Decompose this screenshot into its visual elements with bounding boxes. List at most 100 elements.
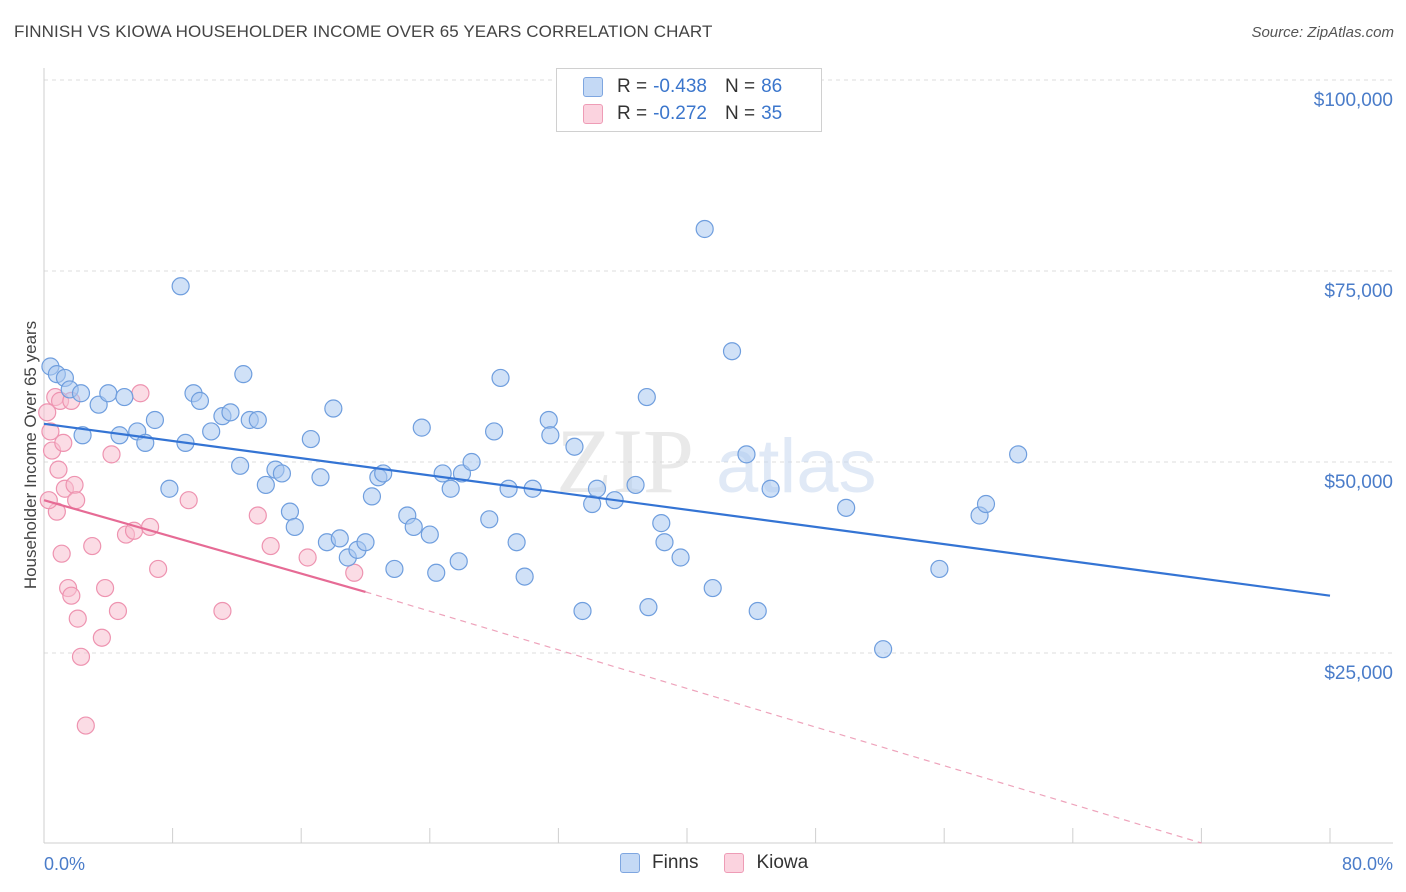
finns-point-68 [639,598,658,617]
finns-point-47 [433,464,452,483]
x-axis-ticks [172,828,1331,843]
finns-point-67 [637,387,656,407]
x-tick-label-min: 0.0% [44,854,85,874]
legend-n-label: N = [724,76,756,97]
finns-point-38 [362,487,382,506]
finns-point-51 [462,452,481,472]
finns-point-37 [356,533,375,552]
finns-point-8 [115,387,134,407]
y-tick-label-0: $25,000 [1324,663,1393,684]
finns-point-70 [655,533,674,552]
finns-point-59 [539,410,558,430]
kiowa-point-13 [65,475,84,495]
finns-point-30 [301,429,320,449]
kiowa-point-14 [67,491,86,510]
kiowa-point-0 [38,403,57,422]
finns-point-7 [99,384,118,403]
finns-point-82 [976,494,996,514]
y-tick-label-3: $100,000 [1314,90,1393,111]
series-legend: Finns Kiowa [620,852,834,874]
kiowa-point-22 [108,601,128,621]
source-credit: Source: ZipAtlas.com [1251,24,1394,41]
legend-row-kiowa: R = -0.272 N = 35 [583,102,782,126]
kiowa-point-8 [54,433,73,452]
finns-point-29 [285,517,304,537]
legend-row-finns: R = -0.438 N = 86 [583,75,782,99]
finns-trend-line [43,422,1331,597]
finns-point-21 [231,456,250,475]
finns-point-14 [171,277,190,296]
kiowa-trend-line [43,499,366,593]
finns-point-61 [565,437,584,456]
series-swatch-finns [620,853,640,873]
finns-point-4 [71,384,91,403]
legend-swatch-finns [583,77,603,97]
finns-points [41,219,1028,659]
kiowa-point-25 [131,384,150,403]
finns-point-17 [190,391,210,410]
legend-n-value-kiowa: 35 [761,103,783,124]
finns-point-34 [330,529,349,548]
finns-point-24 [248,410,267,430]
finns-point-57 [515,567,534,586]
finns-point-78 [837,498,856,517]
finns-point-83 [1009,445,1028,464]
y-tick-label-1: $50,000 [1324,472,1393,493]
series-legend-finns[interactable]: Finns [620,852,698,874]
finns-point-5 [73,426,92,445]
finns-point-60 [541,426,560,445]
kiowa-point-12 [62,586,81,605]
finns-point-56 [507,533,526,552]
kiowa-trend-extension [365,591,1202,844]
kiowa-point-32 [298,548,317,567]
finns-point-69 [652,514,671,533]
legend-r-value-finns: -0.438 [653,76,707,97]
legend-r-value-kiowa: -0.272 [653,103,707,124]
finns-point-25 [256,475,275,495]
legend-n-value-finns: 86 [761,76,783,97]
legend-swatch-kiowa [583,104,603,124]
chart-title: FINNISH VS KIOWA HOUSEHOLDER INCOME OVER… [14,22,713,41]
finns-point-22 [234,365,253,384]
finns-point-20 [221,403,240,422]
finns-point-44 [412,418,431,437]
trend-lines [43,422,1331,844]
kiowa-point-15 [68,609,87,628]
kiowa-points [38,384,364,735]
kiowa-point-27 [149,559,168,579]
finns-point-71 [671,548,690,567]
kiowa-point-20 [95,578,115,598]
finns-point-64 [587,479,607,498]
finns-point-43 [404,517,423,537]
kiowa-point-28 [179,491,198,510]
kiowa-point-18 [83,536,102,556]
series-legend-kiowa[interactable]: Kiowa [724,852,808,874]
x-tick-label-max: 80.0% [1342,854,1393,874]
finns-point-49 [449,552,468,571]
finns-point-79 [874,640,893,659]
finns-point-41 [385,559,404,579]
finns-point-77 [761,479,780,498]
kiowa-point-5 [49,460,68,479]
finns-point-28 [280,502,300,521]
kiowa-point-34 [39,491,58,510]
kiowa-point-33 [345,563,364,582]
finns-point-76 [748,601,767,621]
legend-r-label: R = [617,76,648,97]
finns-point-54 [491,368,510,388]
series-label-kiowa: Kiowa [756,852,809,873]
watermark-zip: ZIP [556,410,694,512]
finns-point-62 [573,601,592,621]
kiowa-point-7 [52,544,71,563]
finns-point-52 [480,510,499,529]
finns-point-31 [311,468,330,487]
kiowa-point-31 [261,536,280,556]
watermark: ZIP atlas [556,410,877,512]
series-swatch-kiowa [724,853,745,873]
kiowa-point-19 [92,628,111,647]
kiowa-point-21 [102,445,121,464]
finns-point-55 [499,479,518,498]
watermark-atlas: atlas [716,424,877,509]
finns-point-46 [427,563,446,582]
